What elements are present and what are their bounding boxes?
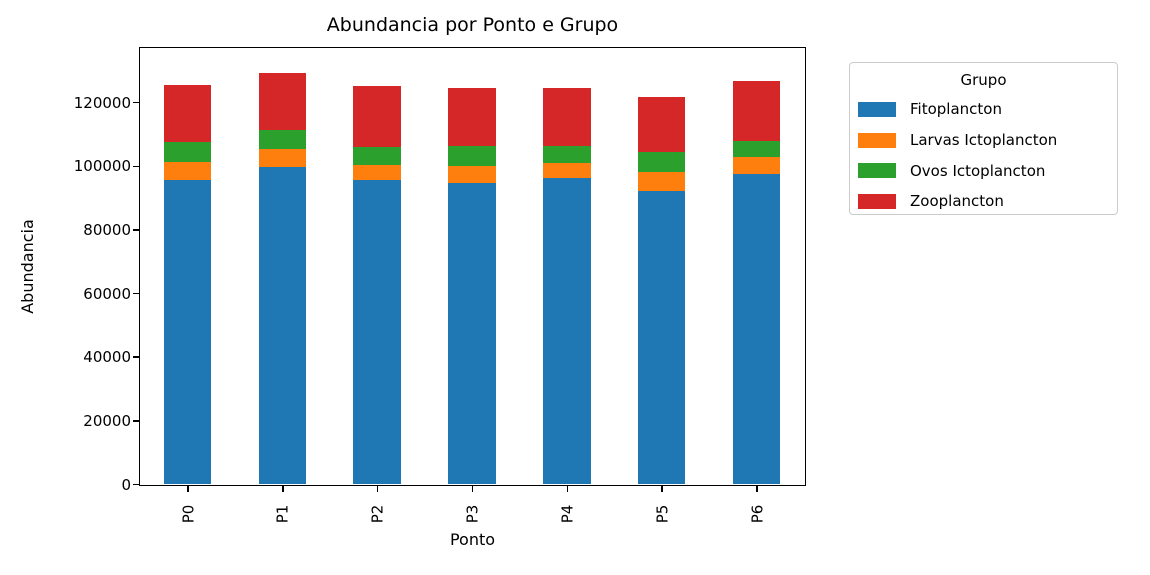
legend-label: Ovos Ictoplancton (910, 161, 1046, 180)
bar-segment-P4-fitoplancton (543, 177, 591, 484)
legend-title: Grupo (960, 71, 1007, 89)
bar-segment-P3-ovos-ictoplancton (448, 145, 496, 166)
bar-segment-P1-zooplancton (258, 72, 306, 130)
bar-segment-P1-ovos-ictoplancton (258, 129, 306, 150)
y-tick-label: 0 (121, 475, 131, 494)
bars-container (140, 48, 804, 484)
y-tick-label: 20000 (83, 411, 131, 430)
y-tick-mark (133, 420, 139, 422)
y-tick-mark (133, 483, 139, 486)
legend-label: Larvas Ictoplancton (910, 131, 1058, 150)
y-tick-mark (133, 229, 139, 231)
bar-segment-P3-zooplancton (448, 88, 496, 146)
x-axis-label: Ponto (449, 530, 496, 549)
x-tick-mark (756, 486, 758, 492)
bar-segment-P2-fitoplancton (353, 180, 401, 484)
legend-entry-larvas-ictoplancton: Larvas Ictoplancton (850, 125, 1117, 156)
x-tick-mark (376, 486, 379, 492)
y-tick-mark (133, 292, 139, 295)
legend-label: Fitoplancton (910, 100, 1002, 119)
bar-segment-P5-larvas-ictoplancton (638, 172, 686, 192)
bar-segment-P4-zooplancton (543, 88, 591, 146)
bar-segment-P0-larvas-ictoplancton (163, 161, 212, 180)
legend-swatch (858, 163, 896, 179)
x-tick-mark (661, 486, 663, 492)
legend-entry-ovos-ictoplancton: Ovos Ictoplancton (850, 155, 1117, 186)
bar-segment-P0-zooplancton (163, 84, 212, 142)
y-tick-label: 100000 (73, 157, 131, 176)
y-tick-mark (133, 356, 139, 358)
legend-swatch (858, 132, 896, 148)
bar-segment-P4-larvas-ictoplancton (543, 163, 591, 178)
y-tick-mark (133, 101, 139, 104)
legend-swatch (858, 101, 896, 117)
bar-segment-P5-ovos-ictoplancton (638, 152, 686, 173)
bar-segment-P1-fitoplancton (258, 167, 306, 484)
bar-segment-P6-ovos-ictoplancton (732, 140, 781, 157)
y-tick-label: 60000 (83, 284, 131, 303)
bar-segment-P4-ovos-ictoplancton (543, 145, 591, 164)
bar-segment-P3-fitoplancton (448, 182, 496, 484)
x-tick-mark (566, 486, 569, 492)
bar-segment-P5-fitoplancton (638, 191, 686, 484)
x-tick-mark (471, 486, 474, 492)
bar-segment-P3-larvas-ictoplancton (448, 165, 496, 183)
chart-title: Abundancia por Ponto e Grupo (326, 14, 619, 36)
legend: Grupo Fitoplancton Larvas Ictoplancton Ovo… (849, 62, 1118, 215)
x-tick-mark (187, 486, 189, 492)
legend-entry-zooplancton: Zooplancton (850, 186, 1117, 217)
y-tick-label: 40000 (83, 348, 131, 367)
x-tick-mark (282, 486, 284, 492)
y-axis-label: Abundancia (17, 219, 37, 314)
bar-segment-P1-larvas-ictoplancton (258, 149, 306, 167)
y-tick-label: 120000 (73, 93, 131, 112)
bar-segment-P0-ovos-ictoplancton (163, 141, 212, 162)
legend-label: Zooplancton (910, 192, 1004, 211)
bar-segment-P2-ovos-ictoplancton (353, 146, 401, 166)
y-tick-label: 80000 (83, 220, 131, 239)
bar-segment-P6-larvas-ictoplancton (732, 156, 781, 175)
bar-segment-P2-larvas-ictoplancton (353, 165, 401, 181)
legend-entry-fitoplancton: Fitoplancton (850, 94, 1117, 125)
bar-segment-P5-zooplancton (638, 97, 686, 153)
bar-segment-P0-fitoplancton (163, 179, 212, 484)
plot-area (139, 47, 806, 486)
legend-items: Fitoplancton Larvas Ictoplancton Ovos Icto… (850, 94, 1117, 217)
bar-segment-P6-fitoplancton (732, 174, 781, 484)
legend-swatch (858, 193, 896, 209)
y-tick-mark (133, 165, 139, 167)
bar-segment-P6-zooplancton (732, 80, 781, 141)
bar-segment-P2-zooplancton (353, 86, 401, 147)
